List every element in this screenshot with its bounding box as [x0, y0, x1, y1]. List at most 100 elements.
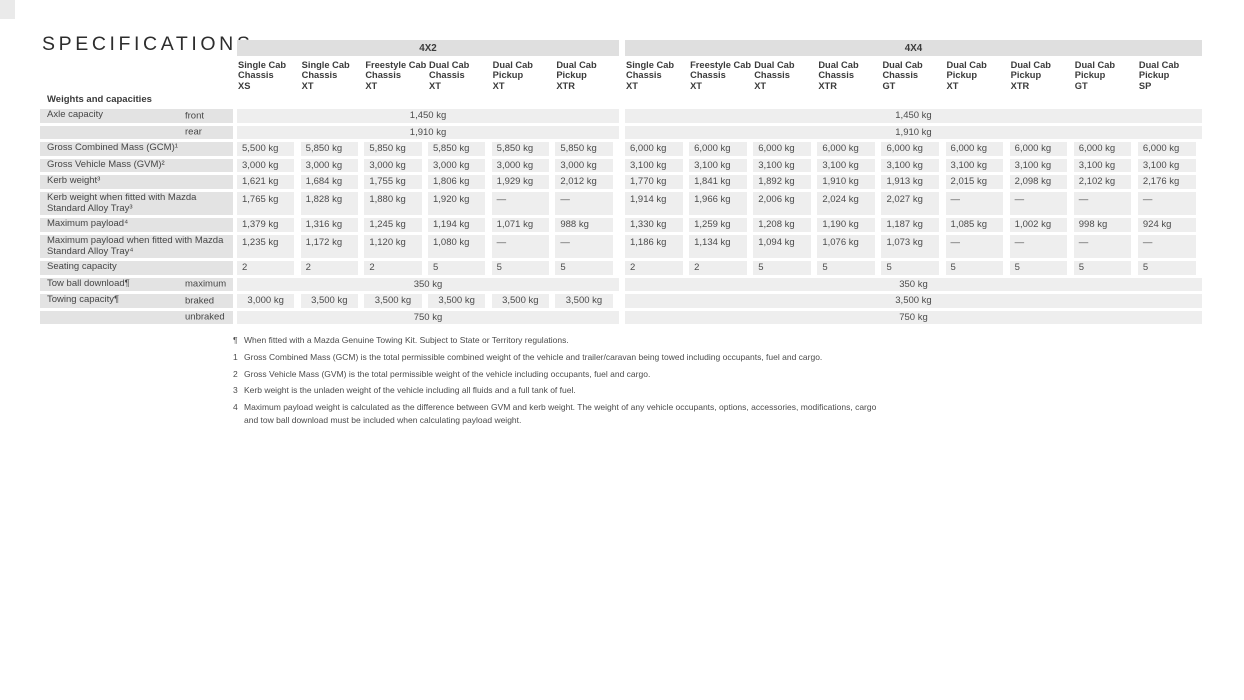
data-cell: 3,100 kg	[1009, 158, 1068, 172]
footnote-marker: 3	[233, 385, 238, 396]
data-cell: 1,194 kg	[428, 218, 486, 232]
column-header-line: Chassis	[690, 70, 726, 81]
column-header-line: Single Cab	[301, 60, 350, 70]
data-cell: 1,190 kg	[817, 218, 876, 232]
column-header-line: XT	[301, 80, 314, 91]
data-cell: —	[555, 191, 613, 215]
column-header-line: GT	[882, 80, 896, 91]
footnote-text: Gross Vehicle Mass (GVM) is the total pe…	[244, 368, 651, 379]
span-cell: 3,500 kg	[625, 294, 1202, 308]
row-sublabel: braked	[185, 295, 215, 307]
row-sublabel: unbraked	[185, 311, 225, 323]
column-header: Dual Cab Pickup XTR	[1011, 60, 1071, 91]
data-cell: 3,100 kg	[689, 158, 747, 172]
data-cell: 1,966 kg	[689, 191, 747, 215]
data-cell: 5,850 kg	[428, 142, 486, 156]
column-header-line: Chassis	[365, 70, 401, 81]
row-label-text: Kerb weight when fitted with Mazda Stand…	[47, 192, 197, 214]
table-band: 4X4	[625, 40, 1202, 56]
data-cell: 2	[300, 261, 358, 275]
data-cell: 2,098 kg	[1009, 175, 1068, 189]
column-header-line: XT	[690, 80, 702, 91]
column-header-line: Dual Cab	[429, 60, 470, 70]
data-cell: —	[491, 234, 549, 258]
data-cell: 1,914 kg	[625, 191, 683, 215]
data-cell: 1,172 kg	[300, 234, 358, 258]
row-label-text: Towing capacity¶	[47, 294, 120, 306]
row-label-text: Tow ball download¶	[47, 277, 130, 289]
data-cell: 3,500 kg	[300, 294, 358, 308]
data-cell: 5	[555, 261, 613, 275]
column-header-line: Pickup	[946, 70, 978, 81]
column-header: Single Cab Chassis XT	[302, 60, 362, 91]
data-cell: 3,100 kg	[1137, 158, 1196, 172]
column-header-line: Pickup	[1010, 70, 1042, 81]
data-cell: 3,000 kg	[555, 158, 613, 172]
data-cell: 1,134 kg	[689, 234, 747, 258]
data-cell: 5,850 kg	[364, 142, 422, 156]
span-cell: 750 kg	[237, 310, 620, 324]
data-cell: 1,208 kg	[753, 218, 811, 232]
data-cell: 1,828 kg	[300, 191, 358, 215]
span-cell: 350 kg	[237, 277, 620, 291]
data-cell: 2,024 kg	[817, 191, 876, 215]
row-sublabel: maximum	[185, 278, 227, 290]
data-cell: 3,100 kg	[945, 158, 1004, 172]
row-label-text: Seating capacity	[47, 261, 117, 273]
footnote-marker: 2	[233, 368, 238, 379]
data-cell: 1,076 kg	[817, 234, 876, 258]
column-header-line: XTR	[818, 80, 837, 91]
footnote-marker: ¶	[233, 335, 238, 345]
column-header: Dual Cab Pickup GT	[1075, 60, 1135, 91]
data-cell: 2,006 kg	[753, 191, 811, 215]
data-cell: —	[945, 191, 1004, 215]
data-cell: 2	[625, 261, 683, 275]
data-cell: 1,929 kg	[491, 175, 549, 189]
column-header-line: XT	[365, 80, 378, 91]
footnote-text: When fitted with a Mazda Genuine Towing …	[244, 335, 569, 345]
data-cell: 1,880 kg	[364, 191, 422, 215]
data-cell: 5	[817, 261, 876, 275]
column-header-line: Dual Cab	[946, 60, 987, 70]
column-header-line: Dual Cab	[556, 60, 597, 70]
column-header-line: XTR	[556, 80, 575, 91]
data-cell: 2	[689, 261, 747, 275]
footnote-item: 4 Maximum payload weight is calculated as…	[233, 401, 881, 427]
column-header-line: XS	[238, 80, 251, 91]
data-cell: 6,000 kg	[753, 142, 811, 156]
footnote-text: Kerb weight is the unladen weight of the…	[244, 385, 576, 396]
column-header-line: Dual Cab	[882, 60, 923, 70]
data-cell: 1,841 kg	[689, 175, 747, 189]
row-label: Gross Combined Mass (GCM)¹	[40, 142, 233, 156]
data-cell: 1,621 kg	[237, 175, 295, 189]
row-label: Axle capacity front	[40, 109, 233, 123]
data-cell: 6,000 kg	[817, 142, 876, 156]
section-heading: Weights and capacities	[47, 94, 152, 105]
row-label: Towing capacity¶ braked	[40, 294, 233, 308]
data-cell: 2	[237, 261, 295, 275]
data-cell: 5	[1009, 261, 1068, 275]
page-corner-mark	[0, 0, 15, 19]
data-cell: 2,102 kg	[1073, 175, 1132, 189]
row-label-text: Maximum payload⁴	[47, 218, 129, 230]
footnote-marker: 4	[233, 402, 238, 413]
row-sublabel: rear	[185, 126, 202, 138]
column-header-line: Pickup	[1138, 70, 1170, 81]
row-label: rear	[40, 125, 233, 139]
column-header-line: Dual Cab	[492, 60, 533, 70]
column-header-line: Chassis	[754, 70, 790, 81]
row-label: Kerb weight³	[40, 175, 233, 189]
span-cell: 1,910 kg	[237, 125, 620, 139]
column-header-line: Chassis	[882, 70, 919, 81]
column-header: Dual Cab Pickup XTR	[556, 60, 616, 91]
span-cell: 1,910 kg	[625, 125, 1202, 139]
column-header-line: XTR	[1010, 80, 1030, 91]
column-header-line: XT	[492, 80, 505, 91]
data-cell: 1,002 kg	[1009, 218, 1068, 232]
column-header-line: SP	[1138, 80, 1152, 91]
data-cell: 3,100 kg	[625, 158, 683, 172]
column-header: Single Cab Chassis XT	[626, 60, 686, 91]
column-header-line: XT	[946, 80, 959, 91]
column-header: Freestyle Cab Chassis XT	[690, 60, 751, 91]
data-cell: —	[1137, 191, 1196, 215]
